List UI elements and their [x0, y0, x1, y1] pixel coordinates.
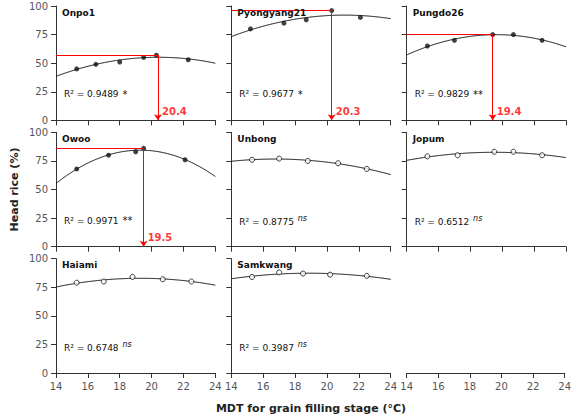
- svg-text:R² = 0.8775: R² = 0.8775: [239, 217, 294, 227]
- svg-text:Samkwang: Samkwang: [237, 260, 292, 270]
- svg-text:50: 50: [35, 184, 48, 195]
- svg-text:20.4: 20.4: [162, 106, 187, 117]
- svg-text:16: 16: [81, 381, 94, 392]
- svg-text:22: 22: [352, 381, 365, 392]
- svg-text:ns: ns: [298, 340, 307, 349]
- svg-text:*: *: [298, 89, 303, 100]
- svg-text:R² = 0.9489: R² = 0.9489: [64, 89, 119, 99]
- svg-text:75: 75: [35, 155, 48, 166]
- svg-text:25: 25: [35, 86, 48, 97]
- svg-text:**: **: [473, 89, 483, 100]
- svg-text:25: 25: [35, 339, 48, 350]
- svg-text:20: 20: [495, 381, 508, 392]
- svg-text:Owoo: Owoo: [62, 134, 90, 144]
- svg-text:50: 50: [35, 310, 48, 321]
- svg-text:Unbong: Unbong: [237, 134, 276, 144]
- svg-text:Pungdo26: Pungdo26: [413, 8, 464, 18]
- svg-text:R² = 0.9677: R² = 0.9677: [239, 89, 294, 99]
- svg-text:MDT for grain filling stage (°: MDT for grain filling stage (°C): [216, 402, 406, 415]
- svg-text:ns: ns: [122, 340, 131, 349]
- svg-text:*: *: [122, 89, 127, 100]
- svg-text:18: 18: [113, 381, 126, 392]
- svg-text:14: 14: [50, 381, 63, 392]
- svg-text:19.5: 19.5: [148, 232, 173, 243]
- svg-text:19.4: 19.4: [497, 106, 522, 117]
- svg-text:Pyongyang21: Pyongyang21: [237, 8, 306, 18]
- svg-text:18: 18: [289, 381, 302, 392]
- svg-text:24: 24: [558, 381, 571, 392]
- svg-text:20: 20: [145, 381, 158, 392]
- svg-text:R² = 0.6748: R² = 0.6748: [64, 343, 119, 353]
- svg-text:100: 100: [29, 127, 48, 138]
- svg-text:22: 22: [177, 381, 190, 392]
- svg-text:24: 24: [384, 381, 397, 392]
- svg-text:**: **: [122, 215, 132, 226]
- svg-text:14: 14: [400, 381, 413, 392]
- svg-text:Jopum: Jopum: [412, 134, 445, 144]
- svg-text:22: 22: [527, 381, 540, 392]
- svg-text:Head rice (%): Head rice (%): [8, 148, 21, 232]
- svg-text:ns: ns: [473, 214, 482, 223]
- svg-text:0: 0: [42, 241, 48, 252]
- svg-text:18: 18: [463, 381, 476, 392]
- svg-text:50: 50: [35, 58, 48, 69]
- svg-text:R² = 0.9829: R² = 0.9829: [415, 89, 470, 99]
- svg-text:25: 25: [35, 213, 48, 224]
- svg-text:20: 20: [321, 381, 334, 392]
- svg-text:0: 0: [42, 115, 48, 126]
- svg-text:16: 16: [257, 381, 270, 392]
- svg-text:100: 100: [29, 1, 48, 12]
- svg-text:R² = 0.9971: R² = 0.9971: [64, 216, 119, 226]
- svg-text:75: 75: [35, 29, 48, 40]
- svg-text:20.3: 20.3: [336, 106, 361, 117]
- svg-text:16: 16: [432, 381, 445, 392]
- svg-text:Onpo1: Onpo1: [62, 8, 95, 18]
- svg-text:24: 24: [209, 381, 222, 392]
- svg-text:0: 0: [42, 368, 48, 379]
- svg-text:14: 14: [225, 381, 238, 392]
- svg-text:100: 100: [29, 253, 48, 264]
- svg-text:R² = 0.3987: R² = 0.3987: [239, 343, 294, 353]
- svg-text:R² = 0.6512: R² = 0.6512: [415, 217, 470, 227]
- svg-text:75: 75: [35, 282, 48, 293]
- svg-text:ns: ns: [298, 214, 307, 223]
- svg-text:Haiami: Haiami: [62, 260, 97, 270]
